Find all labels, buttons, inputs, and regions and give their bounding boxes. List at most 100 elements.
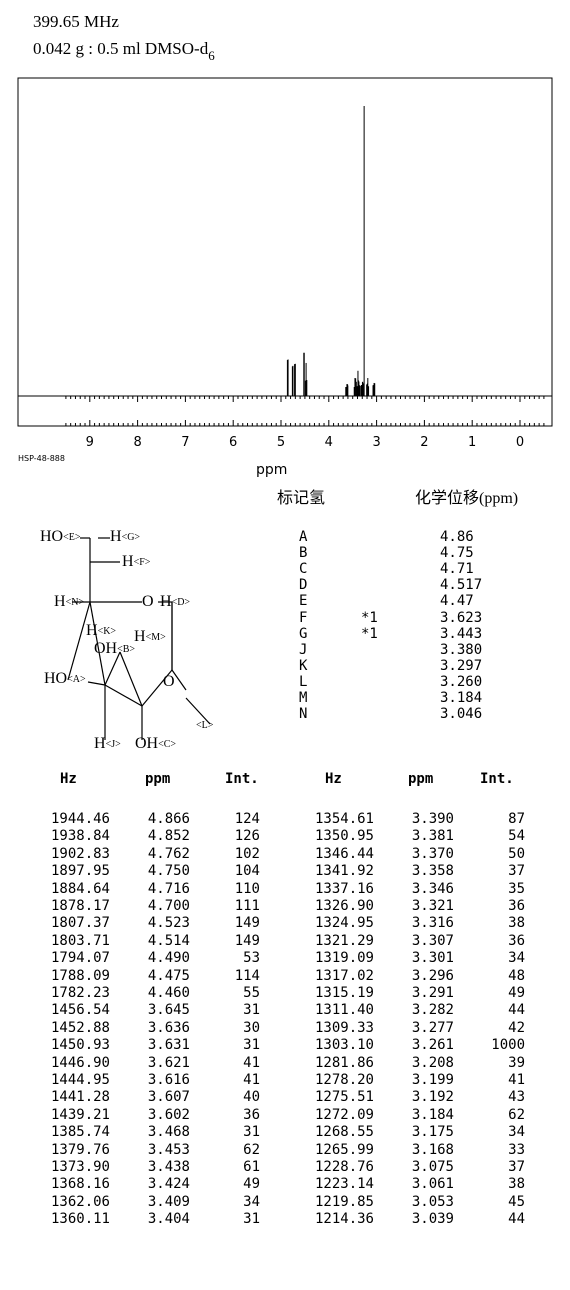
peak-hz: 1878.17 — [50, 898, 110, 914]
peak-ppm: 3.307 — [411, 932, 454, 949]
peak-ppm: 3.199 — [411, 1072, 454, 1088]
peak-row: 1446.90 3.621 41 1281.86 3.208 39 — [0, 1055, 570, 1072]
peak-intensity: 1000 — [491, 1037, 525, 1054]
peak-hz: 1337.16 — [314, 880, 374, 897]
assignment-shift: 4.86 — [440, 529, 474, 545]
peak-row: 1373.90 3.438 61 1228.76 3.075 37 — [0, 1159, 570, 1176]
peak-ppm: 3.438 — [147, 1159, 190, 1175]
tick-label-0: 0 — [516, 435, 524, 450]
peak-intensity: 42 — [508, 1019, 525, 1036]
peak-hz: 1803.71 — [50, 932, 110, 949]
peak-ppm: 3.346 — [411, 880, 454, 897]
atom-label: O — [142, 593, 154, 611]
assignment-label: D — [299, 577, 308, 594]
peak-hz: 1379.76 — [50, 1141, 110, 1158]
peak-hz: 1228.76 — [314, 1159, 374, 1175]
peak-intensity: 104 — [234, 863, 260, 880]
spectrum-frame — [17, 77, 553, 427]
peak-hz: 1439.21 — [50, 1106, 110, 1123]
peak-intensity: 54 — [508, 828, 525, 845]
peak-ppm: 3.645 — [147, 1002, 190, 1019]
peak-ppm: 3.321 — [411, 898, 454, 914]
peak-intensity: 149 — [234, 932, 260, 949]
atom-tag: <N> — [65, 597, 85, 608]
peak-row: 1782.23 4.460 55 1315.19 3.291 49 — [0, 985, 570, 1002]
peak-hz: 1281.86 — [314, 1054, 374, 1071]
assignment-row: G *1 3.443 — [0, 626, 570, 642]
peak-ppm: 4.490 — [147, 950, 190, 967]
peak-intensity: 61 — [243, 1159, 260, 1175]
peak-hz: 1807.37 — [50, 915, 110, 932]
peak-ppm: 3.301 — [411, 950, 454, 967]
atom-symbol: H — [54, 593, 66, 610]
atom-label: H<G> — [110, 528, 140, 546]
peak-hz: 1452.88 — [50, 1019, 110, 1036]
peak-ppm: 3.208 — [411, 1054, 454, 1071]
peak-ppm: 3.261 — [411, 1037, 454, 1054]
atom-tag: <A> — [67, 674, 86, 685]
assignment-row: N 3.046 — [0, 706, 570, 722]
peak-hz: 1368.16 — [50, 1176, 110, 1193]
peak-hz: 1303.10 — [314, 1037, 374, 1054]
tick-label-6: 6 — [229, 435, 237, 450]
peak-ppm: 3.184 — [411, 1106, 454, 1123]
peak-intensity: 36 — [508, 932, 525, 949]
peak-ppm: 4.460 — [147, 985, 190, 1001]
peak-intensity: 38 — [508, 1176, 525, 1193]
atom-label: H<K> — [86, 622, 116, 640]
assignment-row: F *1 3.623 — [0, 610, 570, 626]
atom-symbol: H — [110, 528, 122, 545]
spectrum-code: HSP-48-888 — [18, 454, 65, 463]
assignment-label: K — [299, 657, 308, 674]
assignment-row: C 4.71 — [0, 561, 570, 577]
peak-intensity: 31 — [243, 1124, 260, 1141]
peak-row: 1902.83 4.762 102 1346.44 3.370 50 — [0, 846, 570, 863]
x-axis-label: ppm — [256, 462, 288, 478]
assignment-label: A — [299, 529, 308, 545]
atom-tag: <C> — [158, 739, 177, 750]
peak-intensity: 40 — [243, 1089, 260, 1106]
peak-hz: 1944.46 — [50, 811, 110, 827]
peak-intensity: 44 — [508, 1002, 525, 1019]
assignment-shift: 3.184 — [440, 690, 483, 706]
peak-intensity: 41 — [508, 1072, 525, 1088]
peak-intensity: 37 — [508, 1159, 525, 1175]
assignment-label: E — [299, 593, 308, 610]
peak-ppm: 3.453 — [147, 1141, 190, 1158]
peak-row: 1439.21 3.602 36 1272.09 3.184 62 — [0, 1107, 570, 1124]
peak-ppm: 3.039 — [411, 1211, 454, 1228]
peak-ppm: 3.468 — [147, 1124, 190, 1141]
peak-hz: 1272.09 — [314, 1106, 374, 1123]
assignment-row: A 4.86 — [0, 529, 570, 545]
peak-intensity: 102 — [234, 845, 260, 862]
peak-intensity: 41 — [243, 1072, 260, 1088]
peak-hz: 1214.36 — [314, 1211, 374, 1228]
peak-ppm: 3.602 — [147, 1106, 190, 1123]
peak-hz: 1317.02 — [314, 967, 374, 984]
assignment-row: M 3.184 — [0, 690, 570, 706]
assignment-header-shift: 化学位移(ppm) — [415, 490, 519, 507]
assignment-shift: 3.380 — [440, 641, 483, 658]
peak-row: 1441.28 3.607 40 1275.51 3.192 43 — [0, 1089, 570, 1106]
peak-intensity: 53 — [243, 950, 260, 967]
peak-row: 1368.16 3.424 49 1223.14 3.061 38 — [0, 1176, 570, 1193]
peak-hz: 1782.23 — [50, 985, 110, 1001]
atom-tag: <G> — [121, 532, 141, 543]
assignment-row: D 4.517 — [0, 577, 570, 593]
peak-ppm: 4.852 — [147, 828, 190, 845]
peak-intensity: 50 — [508, 845, 525, 862]
peak-ppm: 3.636 — [147, 1019, 190, 1036]
peak-ppm: 3.631 — [147, 1037, 190, 1054]
peak-row: 1807.37 4.523 149 1324.95 3.316 38 — [0, 915, 570, 932]
peak-intensity: 34 — [243, 1193, 260, 1210]
peak-intensity: 31 — [243, 1211, 260, 1228]
peak-hz: 1315.19 — [314, 985, 374, 1001]
atom-tag: <K> — [97, 626, 117, 637]
tick-label-3: 3 — [372, 435, 380, 450]
assignment-label: L — [299, 673, 308, 690]
spectrometer-frequency: 399.65 MHz — [33, 12, 119, 31]
peak-hz: 1884.64 — [50, 880, 110, 897]
atom-tag: <F> — [133, 557, 151, 568]
assignment-label: J — [299, 641, 308, 658]
assignment-shift: 4.71 — [440, 561, 474, 578]
